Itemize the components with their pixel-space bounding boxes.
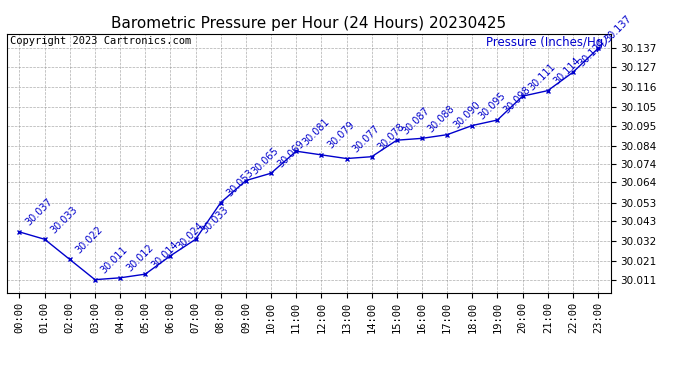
Text: 30.077: 30.077 xyxy=(351,123,382,154)
Title: Barometric Pressure per Hour (24 Hours) 20230425: Barometric Pressure per Hour (24 Hours) … xyxy=(111,16,506,31)
Text: 30.024: 30.024 xyxy=(175,221,206,252)
Text: 30.088: 30.088 xyxy=(426,104,457,134)
Text: 30.014: 30.014 xyxy=(150,239,180,270)
Text: 30.012: 30.012 xyxy=(124,243,155,274)
Text: 30.095: 30.095 xyxy=(477,90,507,122)
Text: 30.011: 30.011 xyxy=(99,244,130,276)
Text: 30.087: 30.087 xyxy=(401,105,432,136)
Text: 30.079: 30.079 xyxy=(326,120,357,151)
Text: 30.069: 30.069 xyxy=(275,138,306,169)
Text: 30.137: 30.137 xyxy=(602,13,633,44)
Text: 30.114: 30.114 xyxy=(552,56,583,87)
Text: 30.090: 30.090 xyxy=(451,100,482,130)
Text: Pressure (Inches/Hg): Pressure (Inches/Hg) xyxy=(486,36,608,50)
Text: Copyright 2023 Cartronics.com: Copyright 2023 Cartronics.com xyxy=(10,36,191,46)
Text: 30.033: 30.033 xyxy=(199,204,230,235)
Text: 30.065: 30.065 xyxy=(250,146,281,176)
Text: 30.053: 30.053 xyxy=(225,168,256,198)
Text: 30.124: 30.124 xyxy=(577,37,608,68)
Text: 30.081: 30.081 xyxy=(300,116,331,147)
Text: 30.037: 30.037 xyxy=(23,197,55,228)
Text: 30.111: 30.111 xyxy=(526,61,558,92)
Text: 30.098: 30.098 xyxy=(502,85,533,116)
Text: 30.033: 30.033 xyxy=(49,204,79,235)
Text: 30.022: 30.022 xyxy=(74,224,105,255)
Text: 30.078: 30.078 xyxy=(376,122,407,153)
